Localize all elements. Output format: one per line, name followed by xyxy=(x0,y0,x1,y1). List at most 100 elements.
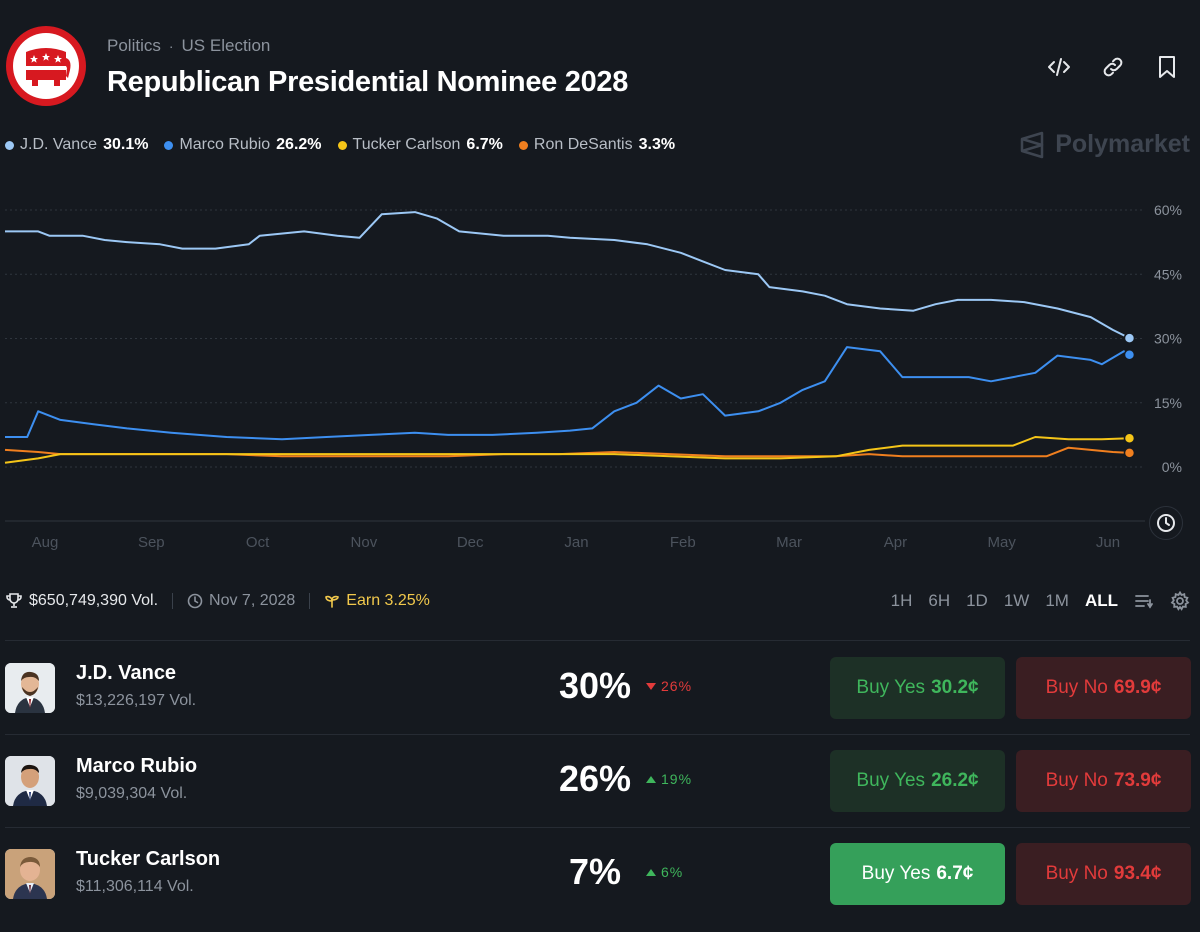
range-1h[interactable]: 1H xyxy=(890,591,913,610)
legend-value: 26.2% xyxy=(276,136,322,153)
divider xyxy=(309,593,311,609)
candidate-avatar xyxy=(5,663,55,713)
buy-no-button[interactable]: Buy No 93.4¢ xyxy=(1016,843,1191,905)
candidate-volume: $9,039,304 Vol. xyxy=(76,785,188,802)
clock-icon xyxy=(187,593,203,609)
brand-name: Polymarket xyxy=(1055,130,1190,158)
up-arrow-icon xyxy=(646,775,656,783)
series-endpoint xyxy=(1123,349,1136,361)
legend-name: J.D. Vance xyxy=(20,136,98,153)
bookmark-button[interactable] xyxy=(1154,54,1180,80)
x-tick-label: Jun xyxy=(1096,534,1120,551)
person-portrait xyxy=(5,663,55,713)
buy-no-button[interactable]: Buy No 73.9¢ xyxy=(1016,750,1191,812)
polymarket-brand: Polymarket xyxy=(1019,130,1190,159)
legend-value: 6.7% xyxy=(466,136,503,153)
buy-no-price: 69.9¢ xyxy=(1113,677,1162,698)
breadcrumb-subcategory[interactable]: US Election xyxy=(181,36,271,55)
buy-no-button[interactable]: Buy No 69.9¢ xyxy=(1016,657,1191,719)
page-title: Republican Presidential Nominee 2028 xyxy=(107,66,629,98)
y-tick-label: 15% xyxy=(1154,395,1182,411)
end-date-value: Nov 7, 2028 xyxy=(209,592,296,609)
buy-yes-label: Buy Yes xyxy=(856,770,926,791)
buy-yes-button[interactable]: Buy Yes 30.2¢ xyxy=(830,657,1005,719)
x-tick-label: Apr xyxy=(884,534,907,551)
legend-item-desantis: Ron DeSantis 3.3% xyxy=(518,136,676,154)
settings-gear-icon[interactable] xyxy=(1170,591,1190,611)
divider xyxy=(5,640,1190,641)
y-tick-label: 45% xyxy=(1154,266,1182,282)
up-arrow-icon xyxy=(646,868,656,876)
candidate-row-rubio[interactable]: Marco Rubio $9,039,304 Vol. 26% 19% Buy … xyxy=(0,734,1200,826)
gop-elephant-logo xyxy=(6,26,86,106)
candidate-percent: 7% xyxy=(568,851,622,892)
history-button[interactable] xyxy=(1149,506,1183,540)
legend-item-carlson: Tucker Carlson 6.7% xyxy=(337,136,503,154)
time-range-selector: 1H 6H 1D 1W 1M ALL xyxy=(891,591,1190,611)
y-tick-label: 0% xyxy=(1162,459,1182,475)
buy-no-label: Buy No xyxy=(1045,770,1108,791)
sort-filter-icon[interactable] xyxy=(1134,591,1154,611)
buy-yes-price: 30.2¢ xyxy=(931,677,979,698)
series-line xyxy=(4,436,1130,464)
candidate-row-carlson[interactable]: Tucker Carlson $11,306,114 Vol. 7% 6% Bu… xyxy=(0,827,1200,919)
range-1w[interactable]: 1W xyxy=(1003,591,1030,610)
legend-dot xyxy=(164,140,174,150)
candidate-row-vance[interactable]: J.D. Vance $13,226,197 Vol. 30% 26% Buy … xyxy=(0,641,1200,733)
divider xyxy=(5,734,1190,735)
buy-yes-button[interactable]: Buy Yes 6.7¢ xyxy=(830,843,1005,905)
buy-no-price: 93.4¢ xyxy=(1113,863,1162,884)
y-tick-label: 30% xyxy=(1154,331,1182,347)
candidate-name: Tucker Carlson xyxy=(76,848,221,870)
legend-item-rubio: Marco Rubio 26.2% xyxy=(164,136,322,154)
legend-name: Marco Rubio xyxy=(179,136,271,153)
copy-link-button[interactable] xyxy=(1100,54,1126,80)
divider xyxy=(5,827,1190,828)
earn-value: Earn 3.25% xyxy=(346,592,430,609)
legend-value: 3.3% xyxy=(638,136,676,153)
breadcrumb-category[interactable]: Politics xyxy=(107,36,161,55)
link-icon xyxy=(1103,57,1123,77)
range-6h[interactable]: 6H xyxy=(928,591,951,610)
candidate-percent: 26% xyxy=(558,758,632,799)
person-portrait xyxy=(5,849,55,899)
legend-name: Tucker Carlson xyxy=(352,136,461,153)
volume-value: $650,749,390 Vol. xyxy=(29,592,159,609)
range-1m[interactable]: 1M xyxy=(1045,591,1069,610)
down-arrow-icon xyxy=(646,682,656,690)
buy-yes-button[interactable]: Buy Yes 26.2¢ xyxy=(830,750,1005,812)
x-tick-label: Aug xyxy=(32,534,59,551)
candidate-volume: $11,306,114 Vol. xyxy=(76,878,194,895)
header-actions xyxy=(1046,54,1180,80)
market-stats-bar: $650,749,390 Vol. Nov 7, 2028 Earn 3.25%… xyxy=(5,588,1190,614)
x-tick-label: Dec xyxy=(457,534,484,551)
bookmark-icon xyxy=(1159,56,1175,78)
x-tick-label: Sep xyxy=(138,534,165,551)
range-1d[interactable]: 1D xyxy=(966,591,988,610)
sprout-icon xyxy=(325,595,340,608)
trophy-icon xyxy=(6,593,22,608)
earn-stat[interactable]: Earn 3.25% xyxy=(324,592,430,610)
change-badge: 26% xyxy=(646,678,692,694)
candidate-volume: $13,226,197 Vol. xyxy=(76,692,197,709)
breadcrumb-separator: · xyxy=(168,38,174,54)
range-all[interactable]: ALL xyxy=(1084,591,1118,610)
x-tick-label: Nov xyxy=(351,534,378,551)
legend-dot xyxy=(337,140,347,150)
x-tick-label: May xyxy=(988,534,1017,551)
clock-icon xyxy=(1157,514,1175,532)
legend-name: Ron DeSantis xyxy=(533,136,633,153)
buy-no-label: Buy No xyxy=(1045,863,1108,884)
change-value: 19% xyxy=(661,771,693,787)
embed-button[interactable] xyxy=(1046,54,1072,80)
x-tick-label: Oct xyxy=(246,534,270,551)
price-history-chart[interactable]: 60% 45% 30% 15% 0% Aug Sep Oct Nov Dec Jan Feb Mar Ap… xyxy=(0,195,1200,560)
series-endpoint xyxy=(1123,432,1136,445)
x-tick-label: Mar xyxy=(776,534,802,551)
volume-stat: $650,749,390 Vol. xyxy=(5,592,158,610)
series-endpoint xyxy=(1123,332,1136,344)
legend-item-vance: J.D. Vance 30.1% xyxy=(5,136,148,154)
candidate-avatar xyxy=(5,849,55,899)
breadcrumb: Politics · US Election xyxy=(107,36,270,56)
legend-dot xyxy=(518,140,528,150)
